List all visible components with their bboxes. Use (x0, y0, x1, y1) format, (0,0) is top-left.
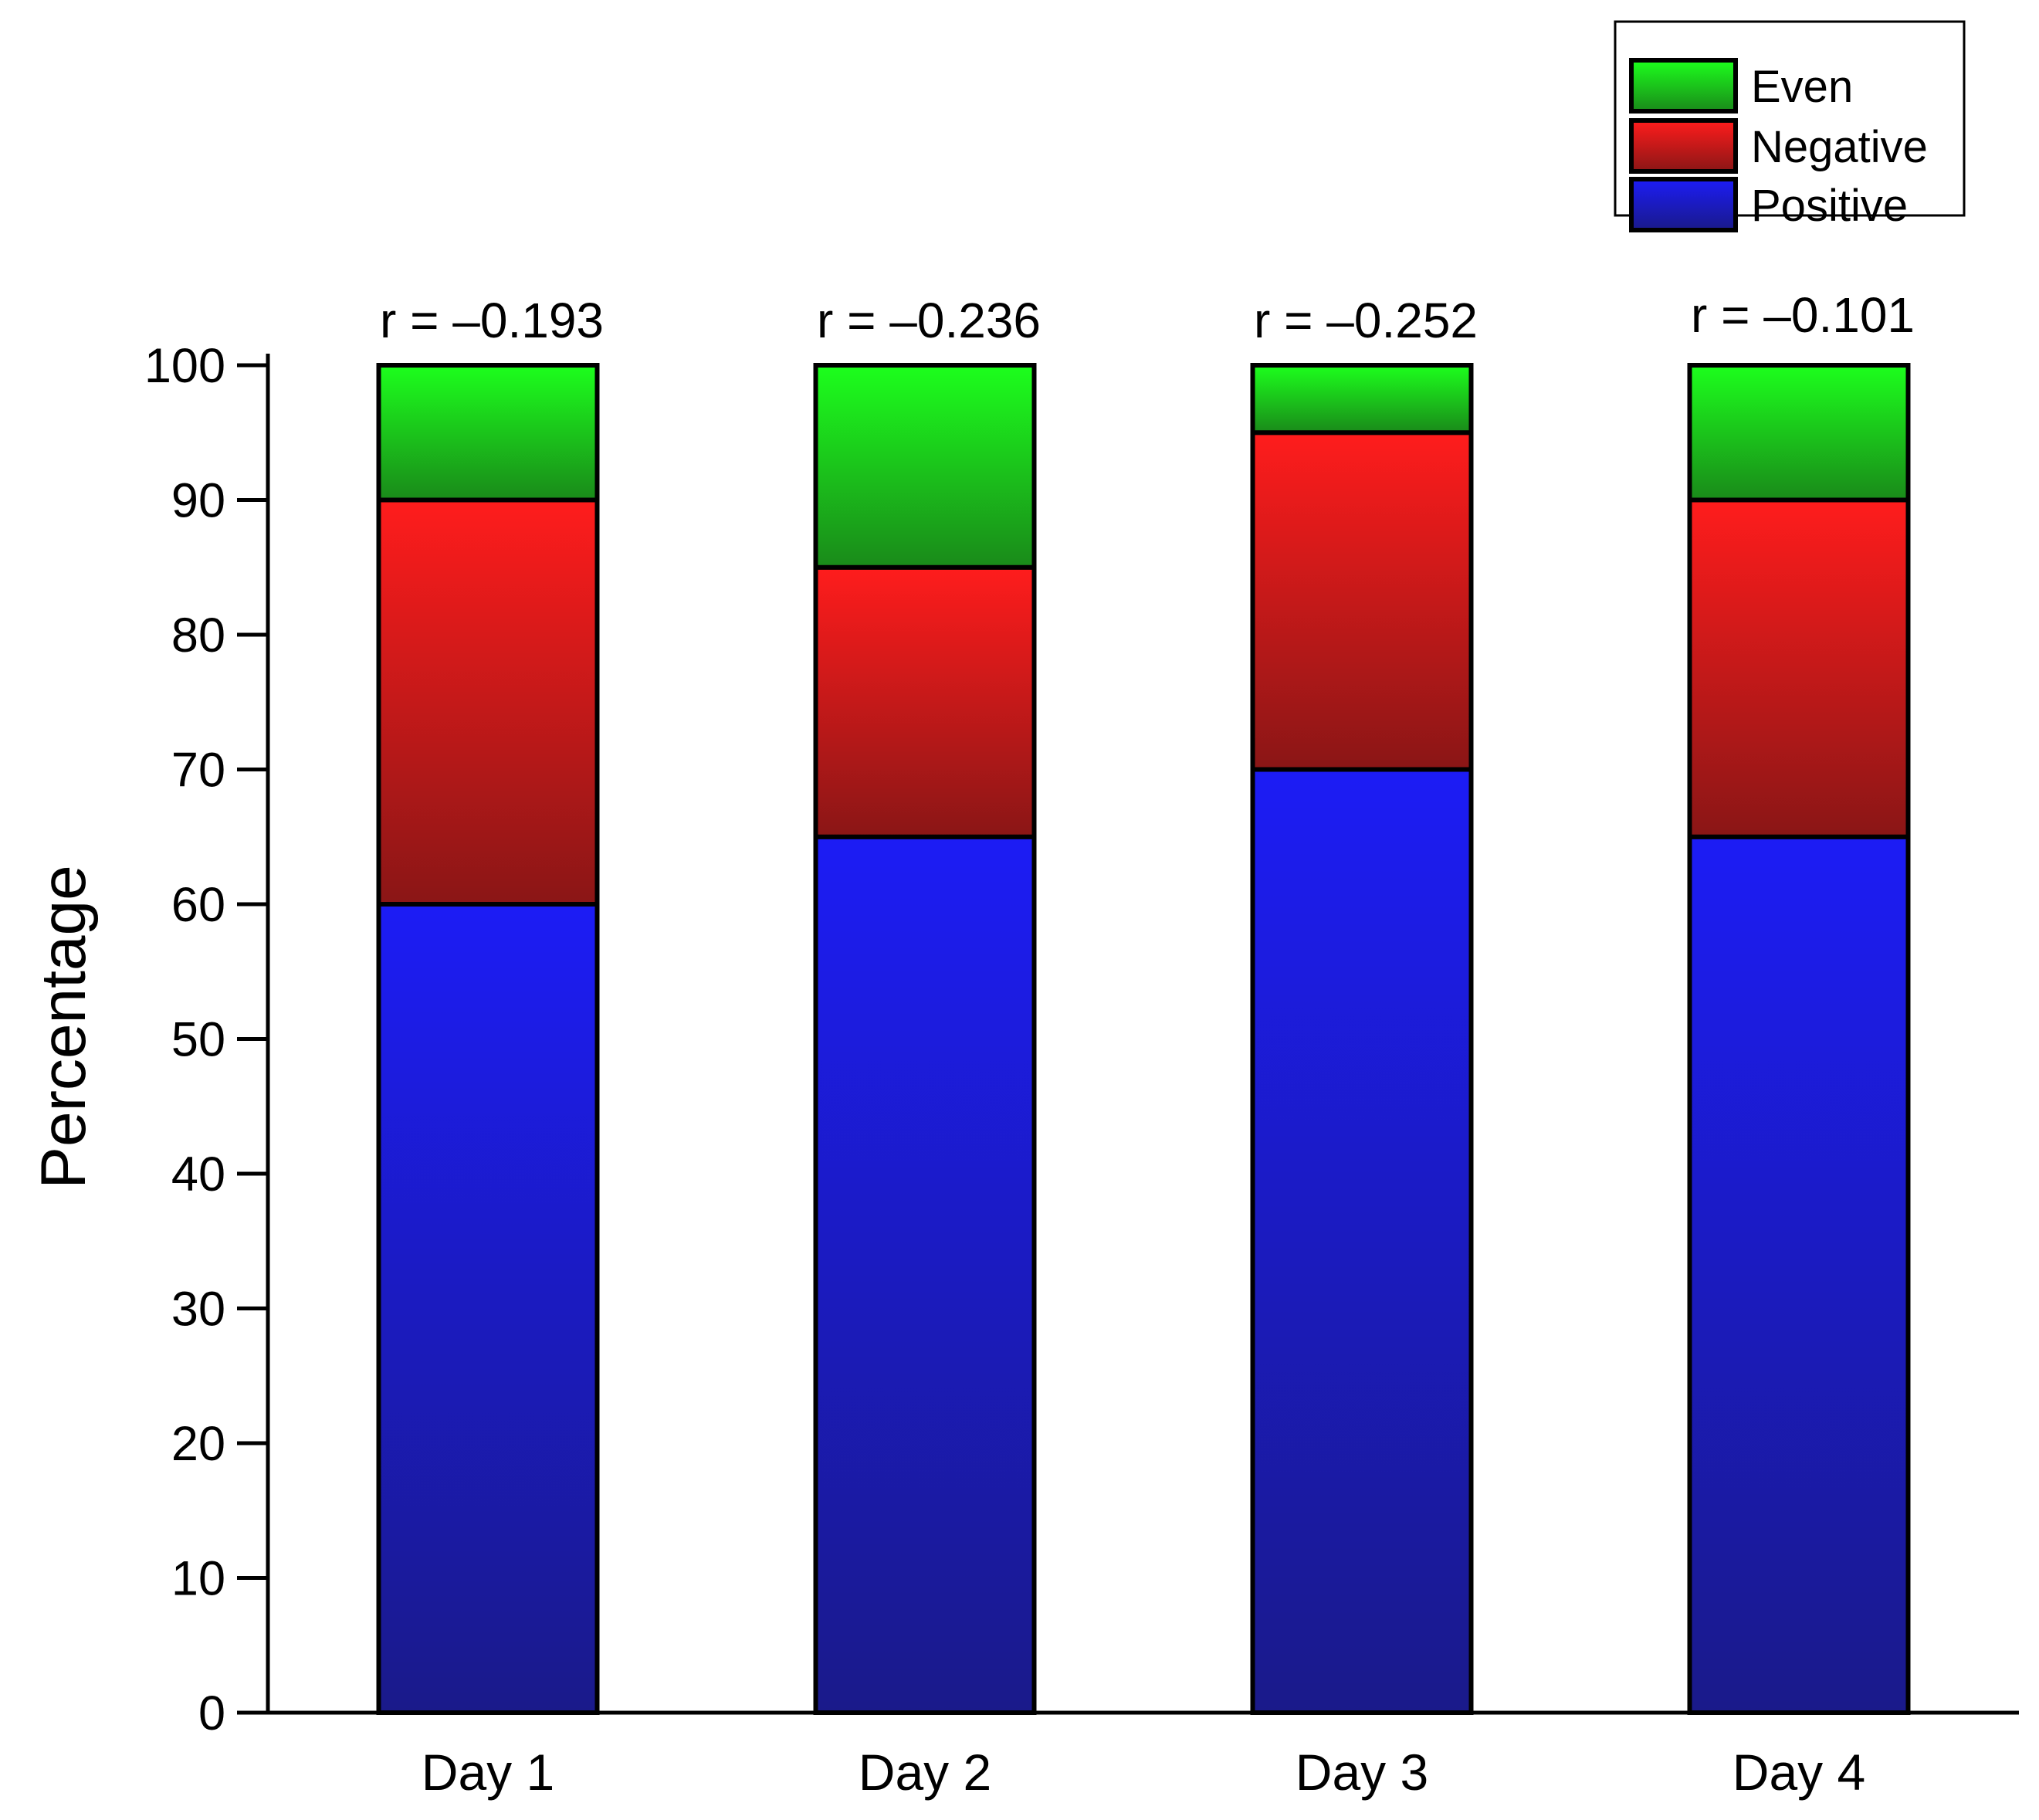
correlation-annotation: r = –0.236 (817, 293, 1041, 348)
legend-swatch-even (1629, 58, 1738, 114)
y-tick-label: 60 (171, 878, 225, 932)
legend-swatch-negative (1629, 118, 1738, 174)
legend-label-positive: Positive (1751, 181, 1908, 231)
y-tick-label: 40 (171, 1147, 225, 1201)
legend-label-negative: Negative (1751, 122, 1928, 172)
x-tick-label: Day 2 (859, 1744, 991, 1801)
y-tick-label: 80 (171, 608, 225, 663)
bar-positive-day-2 (813, 834, 1037, 1715)
bar-positive-day-1 (376, 902, 600, 1715)
bar-even-day-2 (813, 363, 1037, 570)
y-tick-label: 70 (171, 744, 225, 798)
y-tick-label: 30 (171, 1283, 225, 1337)
x-tick-label: Day 4 (1732, 1744, 1865, 1801)
y-tick-label: 90 (171, 474, 225, 528)
y-tick-label: 0 (198, 1686, 225, 1740)
bar-negative-day-2 (813, 564, 1037, 839)
bar-even-day-3 (1250, 363, 1474, 436)
labels-layer: Day 1 r = –0.193 Day 2 r = –0.236 Day 3 r = –… (380, 287, 1915, 1801)
y-tick-label: 20 (171, 1417, 225, 1471)
bar-negative-day-3 (1250, 430, 1474, 772)
axes-layer: 0 10 20 30 40 50 60 70 80 90 100 Percentage (29, 339, 2019, 1740)
bar-negative-day-1 (376, 497, 600, 907)
legend-swatch-positive (1629, 177, 1738, 232)
y-axis-title: Percentage (29, 865, 99, 1188)
x-tick-label: Day 3 (1296, 1744, 1428, 1801)
correlation-annotation: r = –0.101 (1691, 287, 1915, 343)
x-tick-label: Day 1 (422, 1744, 554, 1801)
bars-layer (376, 363, 1911, 1715)
legend-label-even: Even (1751, 62, 1853, 112)
legend: Even Negative Positive (1614, 20, 1966, 232)
correlation-annotation: r = –0.193 (380, 293, 604, 348)
bar-positive-day-3 (1250, 767, 1474, 1715)
y-tick-label: 100 (144, 339, 225, 393)
y-tick-label: 50 (171, 1013, 225, 1067)
bar-even-day-4 (1687, 363, 1911, 503)
correlation-annotation: r = –0.252 (1254, 293, 1478, 348)
bar-negative-day-4 (1687, 497, 1911, 839)
y-tick-label: 10 (171, 1552, 225, 1606)
bar-positive-day-4 (1687, 834, 1911, 1715)
bar-even-day-1 (376, 363, 600, 503)
